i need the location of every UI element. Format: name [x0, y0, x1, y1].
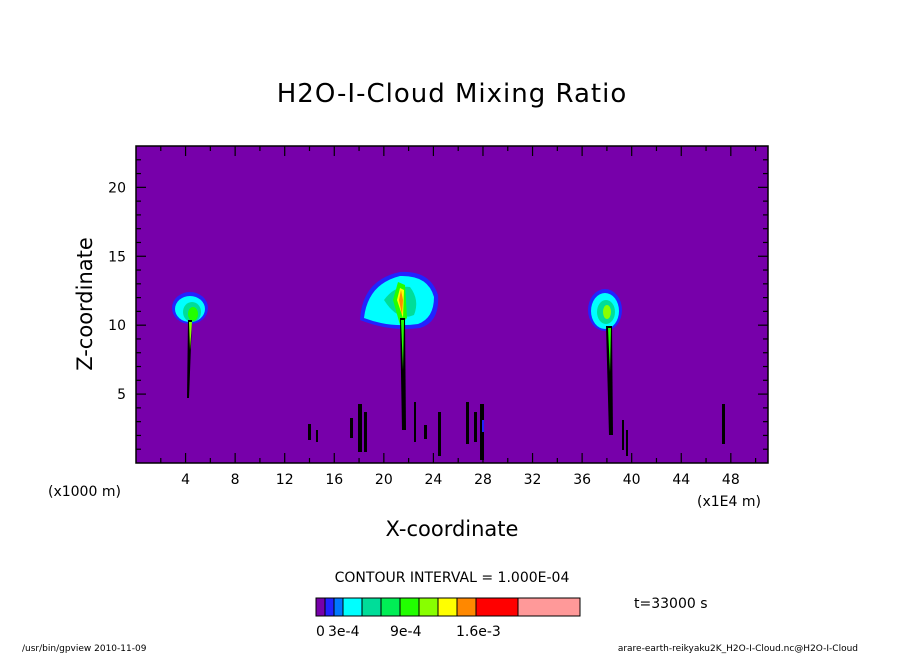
y-tick-label: 15: [108, 249, 126, 265]
cloud-center: [360, 271, 439, 430]
colorbar-swatch: [333, 597, 344, 617]
colorbar-swatch: [475, 597, 519, 617]
x-tick-label: 8: [231, 472, 240, 488]
colorbar-swatch: [418, 597, 439, 617]
chart-title: H2O-I-Cloud Mixing Ratio: [277, 79, 628, 109]
cloud-left: [172, 292, 208, 398]
x-unit-label: (x1E4 m): [697, 494, 761, 510]
cloud-field: [172, 271, 725, 460]
colorbar-swatch: [342, 597, 363, 617]
colorbar-tick-label: 3e-4: [328, 624, 360, 640]
y-tick-label: 20: [108, 180, 126, 196]
cloud-right: [588, 289, 622, 435]
colorbar-swatch: [517, 597, 581, 617]
colorbar-swatch: [324, 597, 335, 617]
footer-left: /usr/bin/gpview 2010-11-09: [22, 644, 147, 654]
colorbar-swatch: [437, 597, 458, 617]
colorbar-tick-label: 0: [316, 624, 325, 640]
contour-interval-label: CONTOUR INTERVAL = 1.000E-04: [335, 570, 570, 586]
x-tick-label: 12: [276, 472, 294, 488]
colorbar-swatch: [315, 597, 326, 617]
colorbar-swatch: [361, 597, 382, 617]
x-tick-label: 44: [672, 472, 690, 488]
colorbar-swatch: [456, 597, 477, 617]
colorbar-labels: 0 3e-4 9e-4 1.6e-3: [316, 624, 501, 640]
x-tick-label: 32: [524, 472, 542, 488]
colorbar-tick-label: 9e-4: [390, 624, 422, 640]
colorbar-swatch: [399, 597, 420, 617]
x-tick-label: 16: [325, 472, 343, 488]
colorbar-tick-label: 1.6e-3: [456, 624, 501, 640]
y-axis: 5 10 15 20: [108, 159, 768, 450]
colorbar-swatch: [380, 597, 401, 617]
low-level-noise: [308, 402, 725, 460]
time-label: t=33000 s: [634, 596, 708, 612]
y-axis-label: Z-coordinate: [73, 237, 97, 371]
x-tick-label: 40: [623, 472, 641, 488]
x-tick-label: 24: [424, 472, 442, 488]
x-axis: 4 8 12 16 20 24 28 32 36 40 44 48: [160, 146, 757, 488]
y-tick-label: 5: [117, 387, 126, 403]
footer-right: arare-earth-reikyaku2K_H2O-I-Cloud.nc@H2…: [618, 644, 858, 654]
y-tick-label: 10: [108, 318, 126, 334]
plot-frame: [135, 145, 769, 464]
x-axis-label: X-coordinate: [386, 517, 519, 541]
x-tick-label: 20: [375, 472, 393, 488]
colorbar: [315, 597, 581, 617]
x-tick-label: 36: [573, 472, 591, 488]
x-tick-label: 4: [181, 472, 190, 488]
x-tick-label: 28: [474, 472, 492, 488]
plot-background: [136, 146, 768, 463]
y-unit-label: (x1000 m): [48, 484, 121, 500]
x-tick-label: 48: [722, 472, 740, 488]
